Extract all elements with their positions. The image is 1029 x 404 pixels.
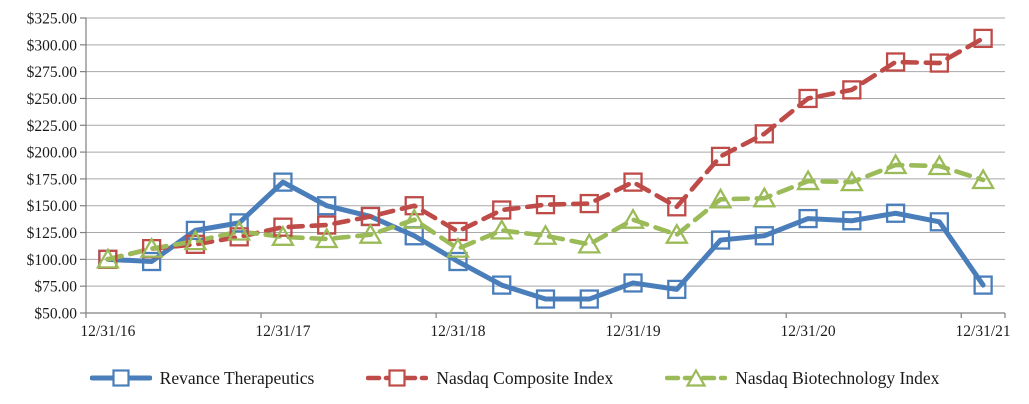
revance-therapeutics-marker <box>885 203 906 223</box>
revance-therapeutics-markers <box>98 172 993 309</box>
nasdaq-biotechnology-index-marker <box>314 227 339 249</box>
y-axis-tick-label: $325.00 <box>27 11 78 28</box>
y-axis-tick-label: $150.00 <box>27 198 78 215</box>
nasdaq-biotechnology-index-marker <box>621 207 646 229</box>
y-axis-tick-label: $75.00 <box>34 279 77 296</box>
y-axis-tick-label: $225.00 <box>27 118 78 135</box>
nasdaq-biotechnology-index-marker <box>489 218 514 240</box>
x-axis-tick-label: 12/31/20 <box>781 323 836 340</box>
nasdaq-biotechnology-index-marker <box>708 187 733 209</box>
nasdaq-composite-index-markers <box>98 28 993 270</box>
nasdaq-composite-index-marker <box>579 193 599 214</box>
y-axis-labels: $325.00 $300.00 $275.00 $250.00 $225.00 $200.… <box>27 11 78 323</box>
revance-therapeutics-marker <box>973 275 993 295</box>
y-axis-tick-label: $175.00 <box>27 171 78 188</box>
nasdaq-biotechnology-index-marker <box>445 236 470 258</box>
revance-therapeutics-marker <box>842 211 862 231</box>
nasdaq-composite-index-marker <box>973 28 993 49</box>
nasdaq-biotechnology-index-marker <box>358 222 383 244</box>
nasdaq-biotechnology-index-marker <box>839 170 864 192</box>
nasdaq-composite-index-marker <box>885 52 906 72</box>
revance-therapeutics-marker <box>754 226 774 246</box>
nasdaq-biotechnology-index-marker <box>664 222 689 244</box>
revance-therapeutics-marker <box>535 289 556 309</box>
nasdaq-composite-index-marker <box>623 172 643 192</box>
nasdaq-biotechnology-index-marker <box>227 219 252 241</box>
x-axis-tick-label: 12/31/21 <box>956 323 1011 340</box>
y-axis-tick-label: $50.00 <box>34 306 77 323</box>
x-axis-tick-label: 12/31/19 <box>605 323 660 340</box>
x-axis-tick-label: 12/31/18 <box>430 323 485 340</box>
axes <box>85 18 1006 318</box>
y-axis-tick-label: $250.00 <box>27 91 78 108</box>
nasdaq-biotechnology-index-line <box>105 162 986 262</box>
nasdaq-biotechnology-index-marker <box>402 207 427 229</box>
revance-therapeutics-legend-swatch <box>89 369 152 387</box>
chart-legend: Revance Therapeutics Nasdaq Composite Ind… <box>0 352 1029 404</box>
revance-therapeutics-marker <box>929 212 950 232</box>
nasdaq-composite-index-marker <box>273 217 293 237</box>
nasdaq-biotechnology-index-marker <box>270 225 295 246</box>
nasdaq-biotechnology-index-markers <box>95 153 996 269</box>
legend-item-nasdaq-composite-index: Nasdaq Composite Index <box>366 367 613 389</box>
legend-item-revance-therapeutics: Revance Therapeutics <box>89 367 315 389</box>
nasdaq-biotechnology-index-marker <box>533 223 558 245</box>
nasdaq-composite-index-marker <box>798 88 818 109</box>
revance-therapeutics-marker <box>579 289 599 309</box>
revance-therapeutics-marker <box>317 196 337 216</box>
revance-therapeutics-marker <box>798 208 818 229</box>
legend-item-nasdaq-biotechnology-index: Nasdaq Biotechnology Index <box>665 367 939 389</box>
nasdaq-biotechnology-index-marker <box>971 168 996 190</box>
nasdaq-biotechnology-index-marker <box>796 169 821 191</box>
y-axis-tick-label: $275.00 <box>27 64 78 81</box>
revance-therapeutics-marker <box>229 213 249 233</box>
nasdaq-composite-index-marker <box>929 53 950 73</box>
nasdaq-biotechnology-index-marker <box>883 153 908 175</box>
revance-therapeutics-marker <box>667 279 687 300</box>
legend-marker <box>112 369 130 387</box>
legend-marker <box>685 368 707 387</box>
revance-therapeutics-marker <box>492 275 512 295</box>
revance-therapeutics-marker <box>448 251 468 272</box>
nasdaq-biotechnology-index-marker <box>752 186 777 208</box>
nasdaq-biotechnology-index-marker <box>927 154 952 176</box>
nasdaq-composite-index-marker <box>667 197 687 217</box>
x-axis-tick-label: 12/31/16 <box>80 323 135 340</box>
gridlines <box>80 17 1005 314</box>
nasdaq-composite-index-marker <box>842 80 862 100</box>
nasdaq-biotechnology-index-legend-swatch <box>665 368 728 387</box>
plot-area: $325.00 $300.00 $275.00 $250.00 $225.00 $200.… <box>27 11 1011 341</box>
y-axis-tick-label: $100.00 <box>27 252 78 269</box>
legend-label: Revance Therapeutics <box>159 367 315 388</box>
nasdaq-composite-index-marker <box>492 200 512 220</box>
nasdaq-biotechnology-index-marker <box>95 247 120 269</box>
nasdaq-biotechnology-index-marker <box>577 232 602 254</box>
revance-therapeutics-marker <box>185 220 206 241</box>
revance-therapeutics-marker <box>273 172 293 192</box>
revance-therapeutics-marker <box>141 251 162 272</box>
legend-label: Nasdaq Biotechnology Index <box>735 367 940 388</box>
y-axis-tick-label: $300.00 <box>27 37 78 54</box>
y-axis-tick-label: $200.00 <box>27 145 78 162</box>
legend-label: Nasdaq Composite Index <box>436 367 614 388</box>
revance-therapeutics-marker <box>623 273 643 293</box>
nasdaq-composite-index-marker <box>317 215 337 235</box>
revance-therapeutics-line <box>105 179 986 302</box>
nasdaq-biotechnology-index-marker <box>183 229 208 251</box>
nasdaq-composite-index-marker <box>535 195 556 215</box>
y-axis-tick-label: $125.00 <box>27 225 78 242</box>
nasdaq-composite-index-legend-swatch <box>366 369 429 387</box>
x-axis-labels: 12/31/16 12/31/17 12/31/18 12/31/19 12/31/20… <box>80 323 1010 340</box>
nasdaq-composite-index-marker <box>404 196 424 216</box>
nasdaq-composite-index-marker <box>754 124 774 144</box>
revance-therapeutics-marker <box>710 230 731 250</box>
nasdaq-composite-index-marker <box>710 146 731 167</box>
nasdaq-biotechnology-index-marker <box>139 236 164 258</box>
x-axis-tick-label: 12/31/17 <box>255 323 310 340</box>
legend-marker <box>388 369 406 387</box>
